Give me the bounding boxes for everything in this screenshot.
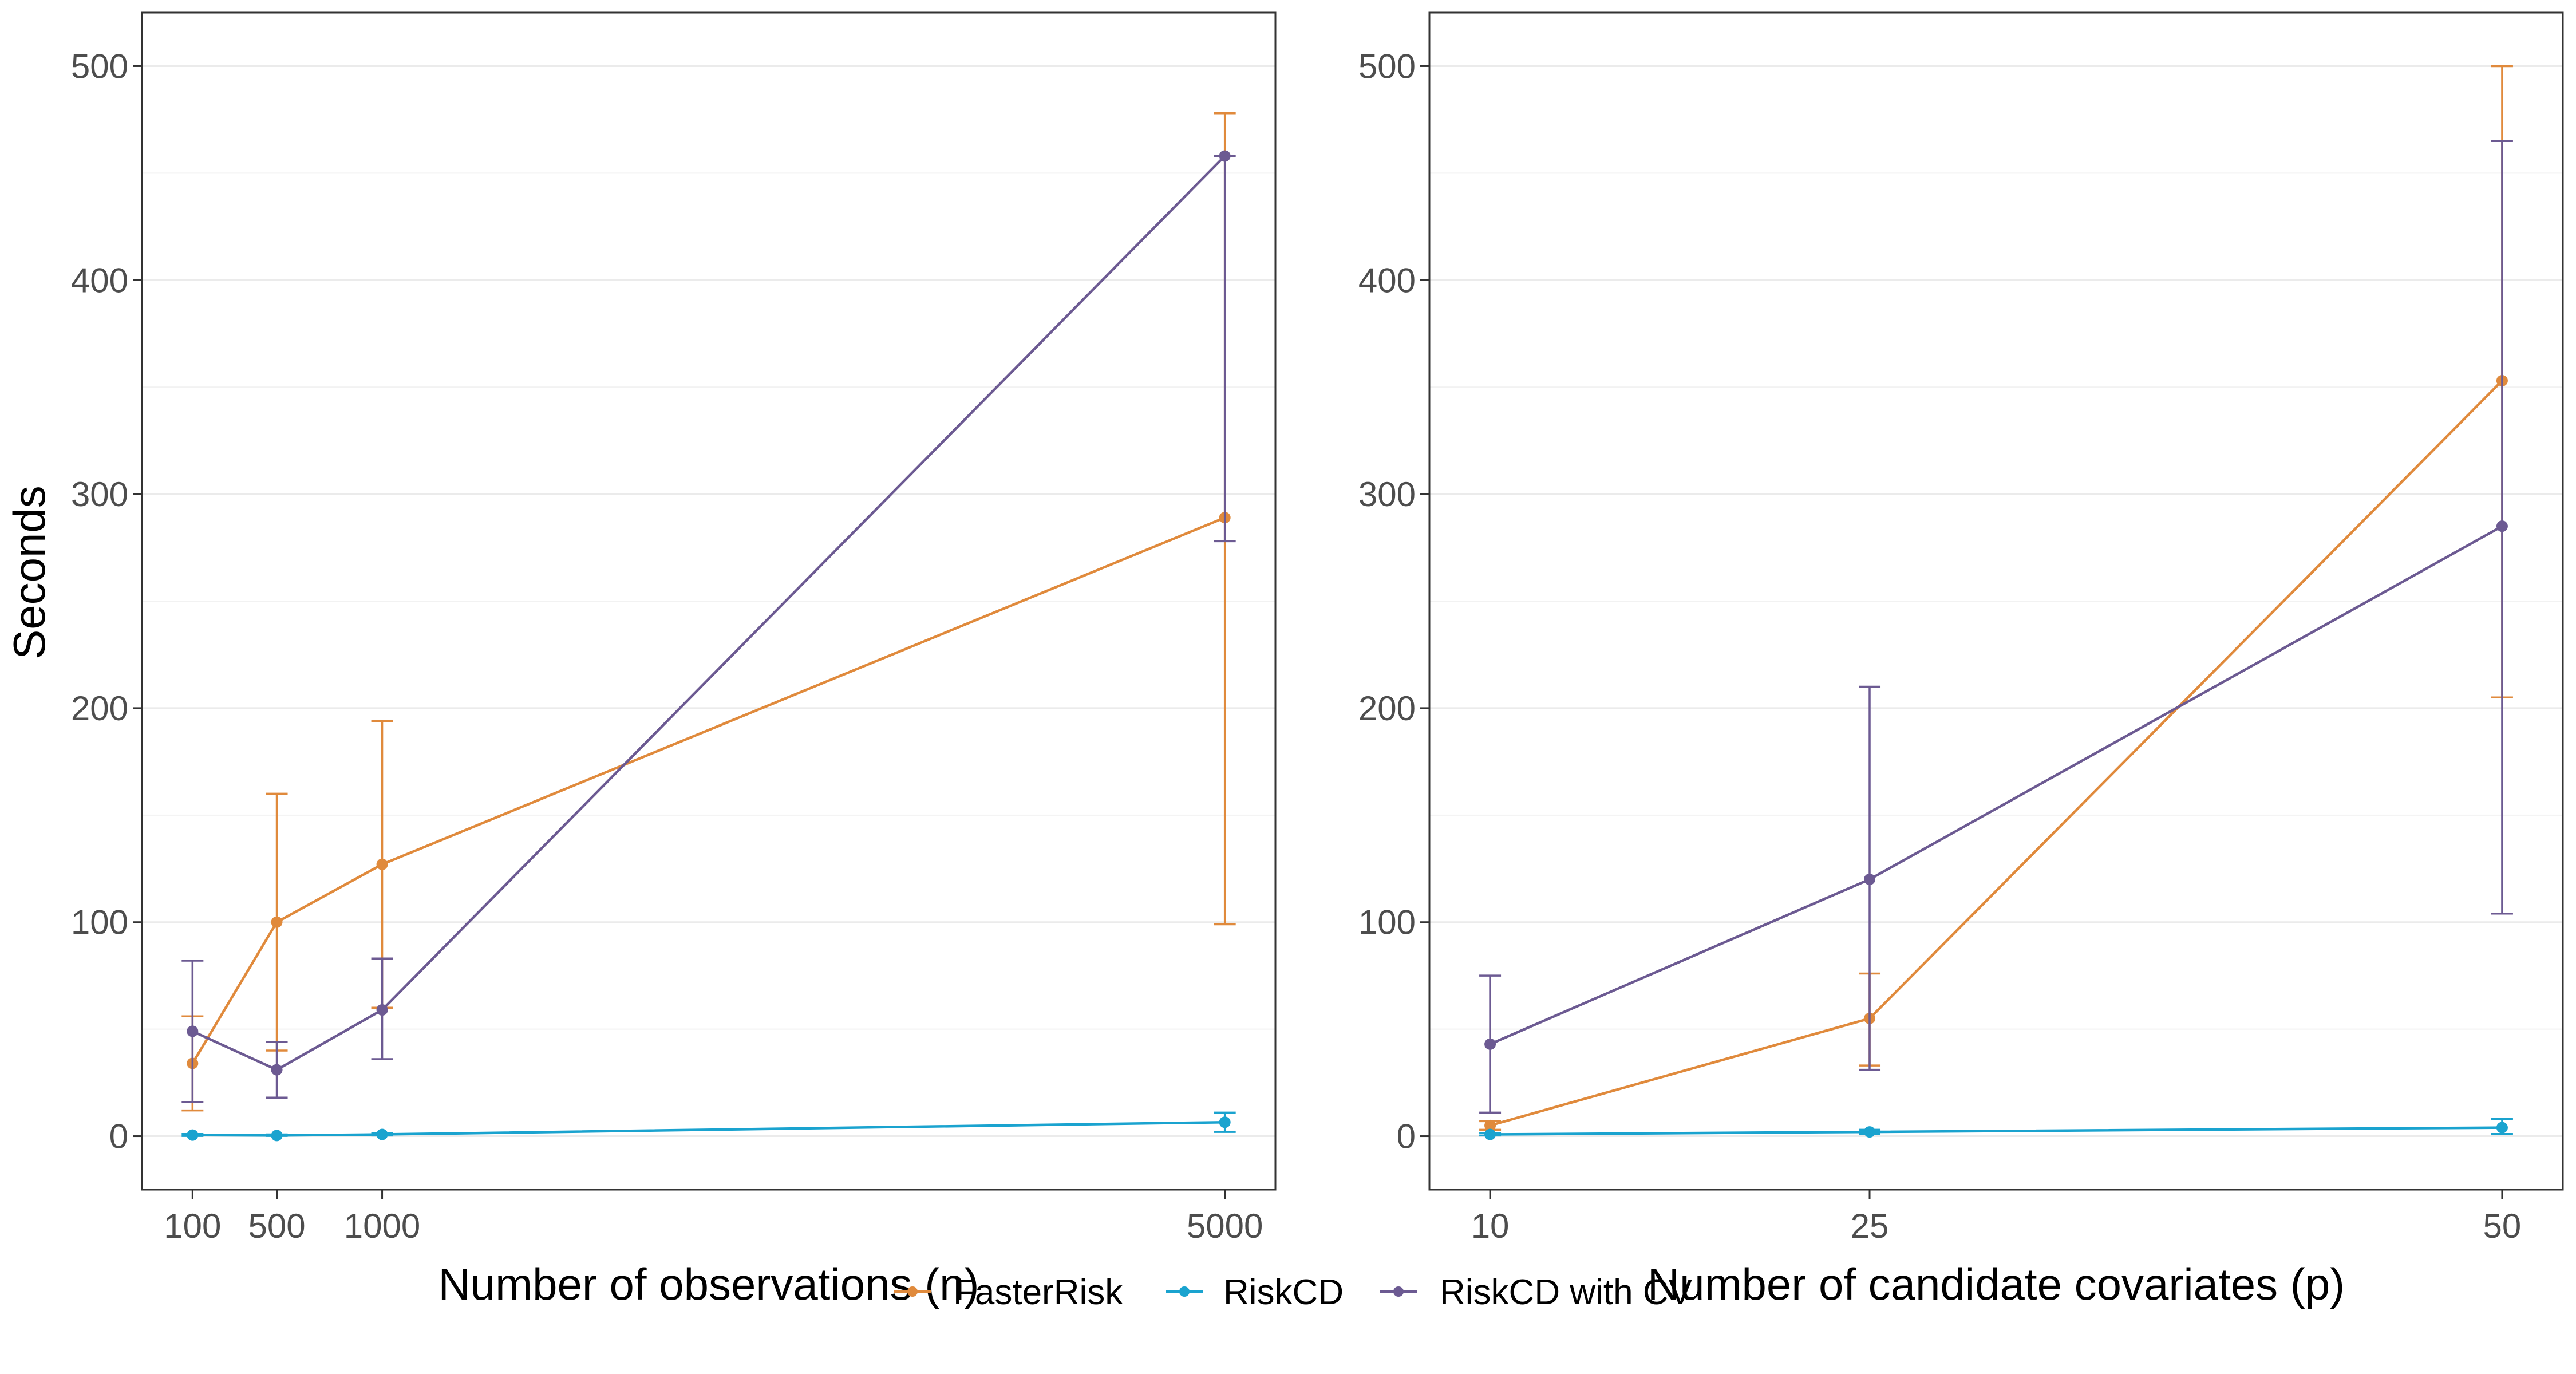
series-fasterrisk (1479, 65, 2513, 1131)
y-tick-label: 400 (71, 261, 128, 299)
y-tick-label: 200 (1358, 689, 1416, 728)
y-axis-title: Seconds (4, 485, 54, 660)
error-bar (1214, 155, 1236, 543)
x-tick-label: 100 (164, 1207, 221, 1245)
legend-item-riskcd-with-cv: RiskCD with CV (1380, 1273, 1693, 1312)
legend-key-dot-riskcd-with-cv (1393, 1286, 1404, 1297)
series-line (1490, 1126, 2502, 1136)
series-fasterrisk (181, 112, 1236, 1112)
y-tick-label: 500 (1358, 47, 1416, 85)
panel-observations: 0 100 200 300 400 500 100 500 1000 5000 Number of … (71, 11, 1277, 1309)
data-point (1484, 1038, 1496, 1050)
data-point (271, 1064, 283, 1076)
data-point (271, 916, 283, 928)
data-point (2496, 1122, 2508, 1134)
x-tick-label: 10 (1471, 1207, 1510, 1245)
panel-border (1428, 11, 2564, 1191)
series-riskcd (1479, 1118, 2513, 1140)
y-tick-label: 0 (109, 1118, 128, 1156)
data-point (376, 858, 388, 870)
y-tick-label: 200 (71, 689, 128, 728)
data-point (271, 1130, 283, 1142)
series-line (191, 516, 1226, 1064)
data-point (1864, 1126, 1876, 1138)
x-tick-label: 500 (248, 1207, 305, 1245)
series-line (192, 155, 1226, 1072)
data-point (1484, 1128, 1496, 1140)
y-tick-label: 500 (71, 47, 128, 85)
data-point (187, 1025, 199, 1037)
series-riskcd (181, 1111, 1236, 1142)
x-axis-title: Number of candidate covariates (p) (1647, 1259, 2345, 1309)
series-line (1490, 525, 2503, 1045)
y-tick-label: 0 (1397, 1118, 1416, 1156)
data-point (1219, 150, 1231, 162)
legend-key-dot-riskcd (1179, 1286, 1190, 1297)
legend-item-fasterrisk: FasterRisk (894, 1273, 1123, 1312)
legend: FasterRisk RiskCD RiskCD with CV (894, 1273, 1693, 1312)
data-point (376, 1004, 388, 1016)
y-tick-label: 300 (71, 475, 128, 514)
x-tick-label: 25 (1851, 1207, 1889, 1245)
series-line (192, 1120, 1225, 1137)
y-tick-label: 400 (1358, 261, 1416, 299)
series-riskcd-with-cv (181, 150, 1236, 1103)
y-tick-label: 100 (1358, 903, 1416, 942)
legend-label-riskcd-with-cv: RiskCD with CV (1440, 1273, 1693, 1312)
legend-item-riskcd: RiskCD (1166, 1273, 1344, 1312)
series-riskcd-with-cv (1479, 140, 2513, 1114)
data-point (1864, 873, 1876, 885)
data-point (1219, 1116, 1231, 1128)
series-line (1490, 380, 2503, 1127)
legend-label-fasterrisk: FasterRisk (953, 1273, 1123, 1312)
x-axis-title: Number of observations (n) (438, 1259, 979, 1309)
x-tick-label: 50 (2483, 1207, 2522, 1245)
x-tick-label: 5000 (1187, 1207, 1263, 1245)
x-tick-label: 1000 (344, 1207, 420, 1245)
data-point (1484, 1119, 1496, 1131)
y-tick-label: 100 (71, 903, 128, 942)
data-point (376, 1128, 388, 1140)
y-tick-label: 300 (1358, 475, 1416, 514)
data-point (187, 1129, 199, 1141)
data-point (2496, 520, 2508, 532)
legend-label-riskcd: RiskCD (1223, 1273, 1344, 1312)
panel-border (141, 11, 1277, 1191)
panel-covariates: 0 100 200 300 400 500 10 25 50 Number of candidat… (1358, 11, 2564, 1309)
legend-key-dot-fasterrisk (907, 1286, 918, 1297)
